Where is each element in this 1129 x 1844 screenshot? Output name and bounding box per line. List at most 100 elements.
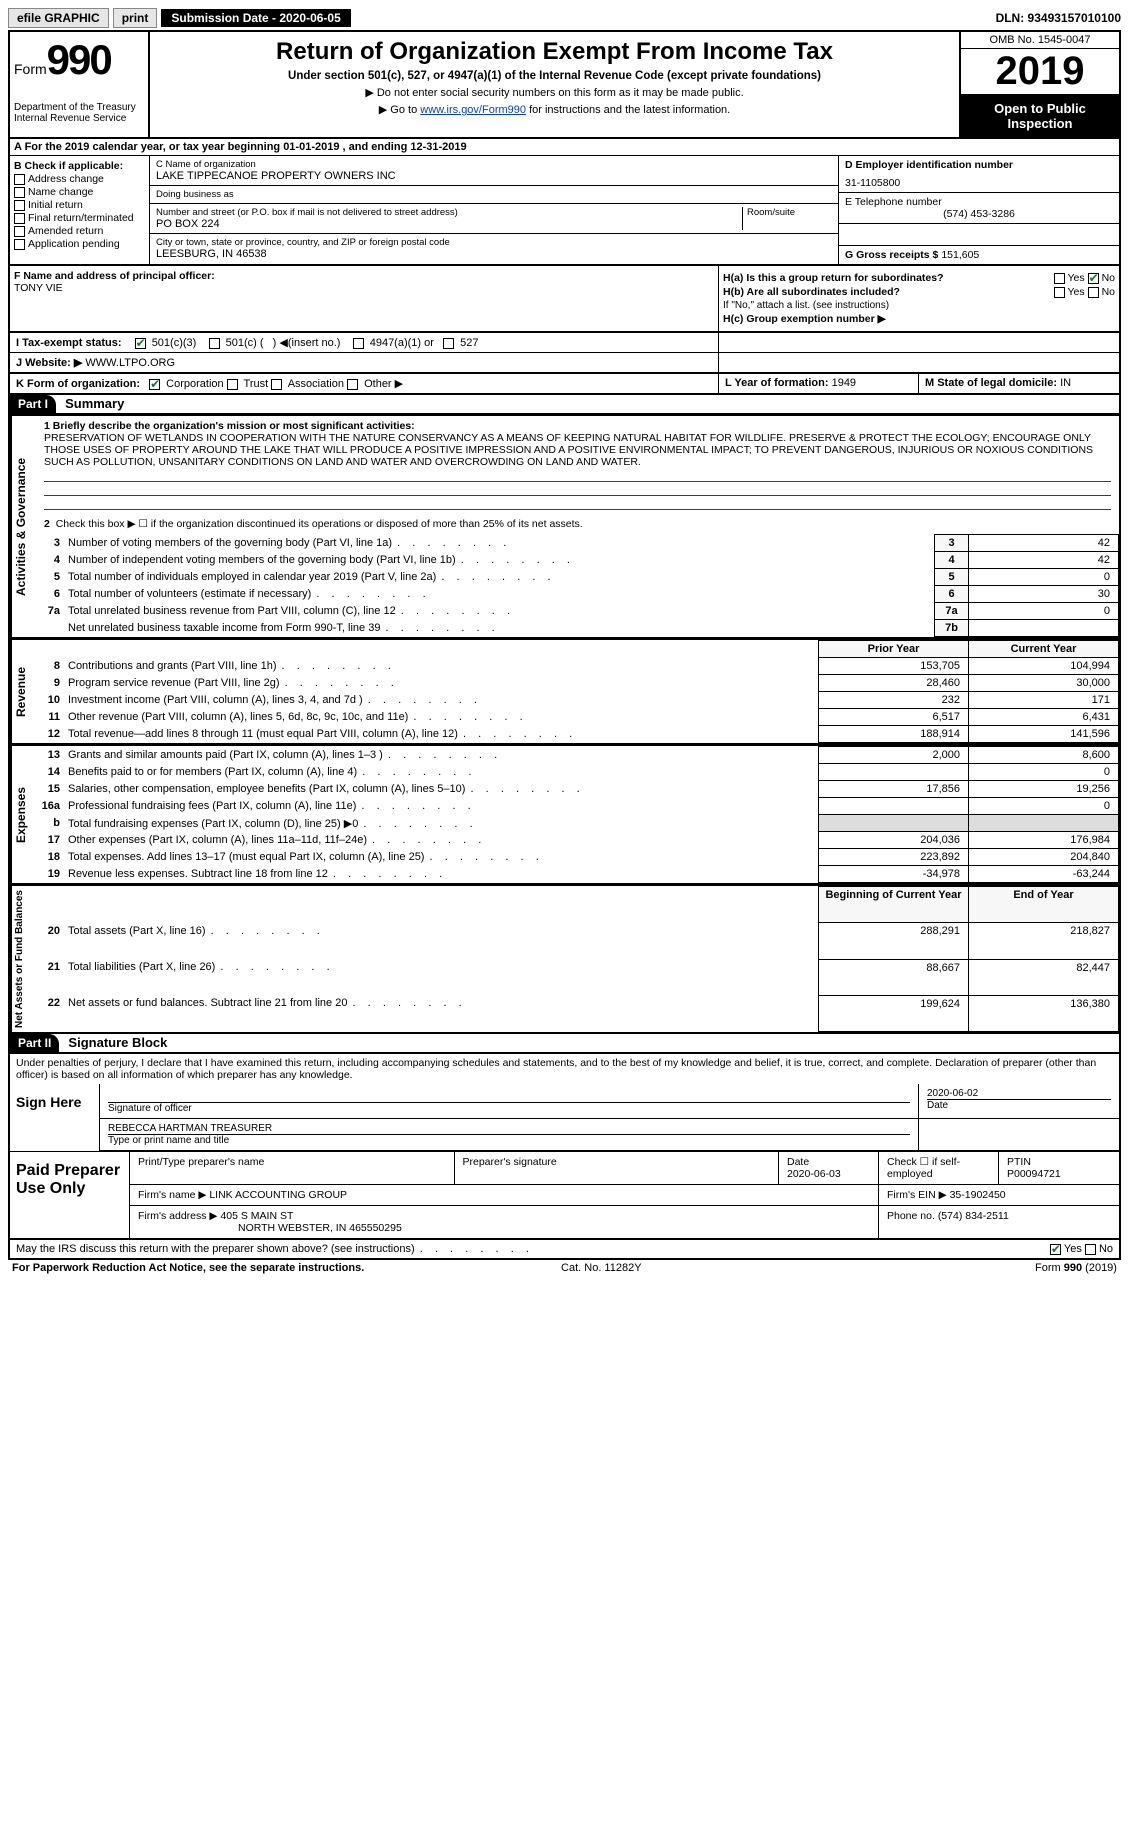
table-row: 21Total liabilities (Part X, line 26)88,…	[36, 959, 1119, 995]
room-label: Room/suite	[747, 207, 832, 218]
part-i-title: Summary	[65, 396, 124, 411]
vbar-revenue: Revenue	[10, 640, 36, 743]
sig-officer-label: Signature of officer	[108, 1102, 910, 1114]
self-emp: Check ☐ if self-employed	[879, 1152, 999, 1184]
gross-label: G Gross receipts $	[845, 249, 938, 261]
officer-name: TONY VIE	[14, 282, 63, 294]
table-row: 11Other revenue (Part VIII, column (A), …	[36, 709, 1119, 726]
tel-label: E Telephone number	[845, 196, 1113, 208]
irs-link[interactable]: www.irs.gov/Form990	[420, 104, 526, 116]
grid-bcdeg: B Check if applicable: Address changeNam…	[8, 156, 1121, 266]
table-row: 12Total revenue—add lines 8 through 11 (…	[36, 726, 1119, 743]
prep-date-label: Date	[787, 1156, 809, 1168]
tax-status-opts: 501(c)(3) 501(c) ( ) ◀(insert no.) 4947(…	[152, 337, 479, 349]
tax-status-label: I Tax-exempt status:	[16, 337, 122, 349]
ha-no-checkbox[interactable]	[1088, 273, 1099, 284]
discuss-row: May the IRS discuss this return with the…	[8, 1240, 1121, 1260]
print-button[interactable]: print	[113, 8, 158, 28]
col-b-option[interactable]: Application pending	[14, 238, 145, 250]
date-label: Date	[927, 1099, 1111, 1111]
hb-label: H(b) Are all subordinates included?	[723, 286, 900, 298]
table-row: 13Grants and similar amounts paid (Part …	[36, 747, 1119, 764]
form-prefix: Form	[14, 61, 47, 77]
corp-checkbox[interactable]	[149, 379, 160, 390]
link-note: ▶ Go to www.irs.gov/Form990 for instruct…	[156, 103, 953, 116]
vbar-expenses: Expenses	[10, 746, 36, 883]
col-b-header: B Check if applicable:	[14, 160, 145, 172]
form-number: 990	[47, 36, 111, 83]
table-row: 3Number of voting members of the governi…	[36, 535, 1119, 552]
form-note: Form 990 (2019)	[1035, 1262, 1117, 1274]
discuss-yes-checkbox[interactable]	[1050, 1244, 1061, 1255]
trust-checkbox[interactable]	[227, 379, 238, 390]
firm-addr1: 405 S MAIN ST	[220, 1210, 293, 1222]
cat-no: Cat. No. 11282Y	[561, 1262, 642, 1274]
dln: DLN: 93493157010100	[996, 11, 1121, 25]
state-domicile-label: M State of legal domicile:	[925, 377, 1057, 389]
city: LEESBURG, IN 46538	[156, 248, 832, 260]
row-i: I Tax-exempt status: 501(c)(3) 501(c) ( …	[8, 333, 1121, 353]
ha-yes-checkbox[interactable]	[1054, 273, 1065, 284]
col-b-option[interactable]: Name change	[14, 186, 145, 198]
prep-sig-label: Preparer's signature	[463, 1156, 557, 1168]
topbar: efile GRAPHIC print Submission Date - 20…	[8, 8, 1121, 28]
table-row: 17Other expenses (Part IX, column (A), l…	[36, 832, 1119, 849]
perjury-text: Under penalties of perjury, I declare th…	[10, 1054, 1119, 1084]
submission-date: Submission Date - 2020-06-05	[161, 9, 350, 27]
501c3-checkbox[interactable]	[135, 338, 146, 349]
phone-label: Phone no.	[887, 1210, 935, 1222]
row-klm: K Form of organization: Corporation Trus…	[8, 374, 1121, 395]
col-b-option[interactable]: Final return/terminated	[14, 212, 145, 224]
line2-text: Check this box ▶ ☐ if the organization d…	[56, 518, 583, 530]
officer-label: F Name and address of principal officer:	[14, 270, 215, 282]
ptin-label: PTIN	[1007, 1156, 1031, 1168]
signature-block: Under penalties of perjury, I declare th…	[8, 1054, 1121, 1240]
addr: PO BOX 224	[156, 218, 742, 230]
hc-label: H(c) Group exemption number ▶	[723, 313, 886, 325]
ssn-note: ▶ Do not enter social security numbers o…	[156, 86, 953, 99]
table-row: 19Revenue less expenses. Subtract line 1…	[36, 866, 1119, 883]
row-j: J Website: ▶ WWW.LTPO.ORG	[8, 353, 1121, 374]
prep-date: 2020-06-03	[787, 1168, 841, 1180]
governance-table: 3Number of voting members of the governi…	[36, 534, 1119, 637]
part-ii-header: Part II	[10, 1034, 59, 1052]
city-label: City or town, state or province, country…	[156, 237, 832, 248]
col-b-option[interactable]: Initial return	[14, 199, 145, 211]
firm-name: LINK ACCOUNTING GROUP	[209, 1189, 347, 1201]
paperwork-note: For Paperwork Reduction Act Notice, see …	[12, 1262, 364, 1274]
hb-yes-checkbox[interactable]	[1054, 287, 1065, 298]
table-row: 22Net assets or fund balances. Subtract …	[36, 995, 1119, 1031]
ptin: P00094721	[1007, 1168, 1061, 1180]
col-deg: D Employer identification number 31-1105…	[839, 156, 1119, 264]
firm-name-label: Firm's name ▶	[138, 1189, 206, 1201]
hb-no-checkbox[interactable]	[1088, 287, 1099, 298]
other-checkbox[interactable]	[347, 379, 358, 390]
discuss-no-checkbox[interactable]	[1085, 1244, 1096, 1255]
table-row: 4Number of independent voting members of…	[36, 552, 1119, 569]
assoc-checkbox[interactable]	[271, 379, 282, 390]
form-org-label: K Form of organization:	[16, 378, 140, 390]
firm-addr-label: Firm's address ▶	[138, 1210, 218, 1222]
table-row: 18Total expenses. Add lines 13–17 (must …	[36, 849, 1119, 866]
year-formation: 1949	[832, 377, 856, 389]
state-domicile: IN	[1060, 377, 1071, 389]
mission-text: PRESERVATION OF WETLANDS IN COOPERATION …	[44, 432, 1093, 468]
col-b-option[interactable]: Amended return	[14, 225, 145, 237]
form-subtitle: Under section 501(c), 527, or 4947(a)(1)…	[156, 70, 953, 82]
firm-ein: 35-1902450	[950, 1189, 1006, 1201]
part-i-header: Part I	[10, 395, 56, 413]
section-governance: Activities & Governance 1 Briefly descri…	[8, 415, 1121, 639]
section-expenses: Expenses 13Grants and similar amounts pa…	[8, 745, 1121, 885]
table-row: 16aProfessional fundraising fees (Part I…	[36, 798, 1119, 815]
gross: 151,605	[941, 249, 979, 261]
col-c: C Name of organization LAKE TIPPECANOE P…	[150, 156, 839, 264]
discuss-text: May the IRS discuss this return with the…	[16, 1243, 531, 1255]
vbar-governance: Activities & Governance	[10, 416, 36, 637]
dept-treasury: Department of the Treasury Internal Reve…	[14, 102, 144, 124]
table-row: Net unrelated business taxable income fr…	[36, 620, 1119, 637]
org-name-label: C Name of organization	[156, 159, 832, 170]
col-b-option[interactable]: Address change	[14, 173, 145, 185]
vbar-net: Net Assets or Fund Balances	[10, 886, 36, 1032]
form-title: Return of Organization Exempt From Incom…	[156, 38, 953, 66]
revenue-table: Prior YearCurrent Year8Contributions and…	[36, 640, 1119, 743]
